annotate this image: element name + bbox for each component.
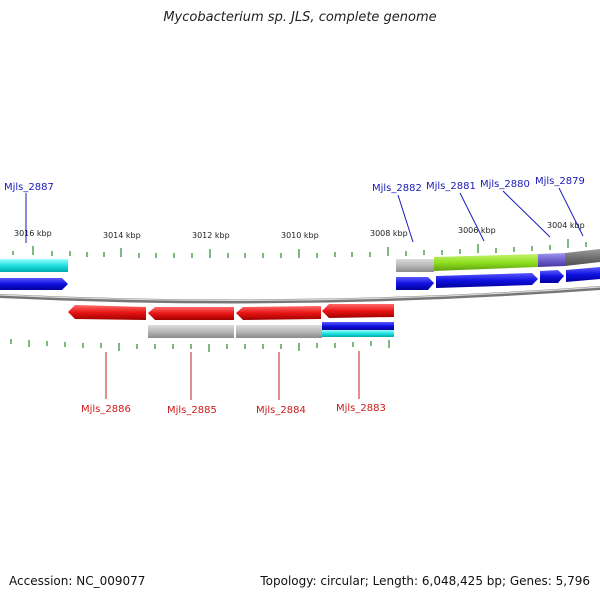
gene-arrow-mjls-2883 [322, 304, 394, 318]
upper-scale-ticks [12, 239, 587, 258]
gene-label[interactable]: Mjls_2886 [81, 404, 131, 415]
reverse-gene-track [68, 304, 394, 320]
gene-arrow-mjls-2887 [0, 278, 68, 290]
genome-backbone [0, 286, 600, 304]
gene-arrow-mjls-2880 [540, 270, 564, 283]
gene-label[interactable]: Mjls_2883 [336, 403, 386, 414]
lower-feature-track [148, 322, 394, 338]
gene-label[interactable]: Mjls_2885 [167, 405, 217, 416]
top-gene-labels: Mjls_2887 Mjls_2882 Mjls_2881 Mjls_2880 … [4, 176, 585, 194]
gene-arrow-mjls-2886 [68, 305, 146, 320]
gene-arrow-mjls-2879 [566, 267, 600, 282]
scale-label: 3006 kbp [458, 226, 496, 235]
bottom-gene-labels: Mjls_2886 Mjls_2885 Mjls_2884 Mjls_2883 [81, 403, 386, 416]
gene-label[interactable]: Mjls_2884 [256, 405, 306, 416]
gray-feature-2 [236, 325, 322, 338]
gene-arrow-mjls-2884 [236, 306, 321, 320]
lower-scale-ticks [10, 339, 390, 352]
gene-label[interactable]: Mjls_2880 [480, 179, 530, 190]
gray-feature-1 [148, 325, 234, 338]
scale-label: 3016 kbp [14, 229, 52, 238]
green-feature [434, 254, 538, 271]
cyan-feature [322, 330, 394, 337]
cyan-feature-left [0, 259, 68, 272]
bottom-leader-lines [105, 351, 360, 400]
forward-gene-track [0, 267, 600, 290]
gene-label[interactable]: Mjls_2882 [372, 183, 422, 194]
gray-feature-right [396, 259, 434, 272]
scale-label: 3014 kbp [103, 231, 141, 240]
gene-label[interactable]: Mjls_2879 [535, 176, 585, 187]
upper-feature-track [0, 249, 600, 272]
scale-label: 3008 kbp [370, 229, 408, 238]
page-title: Mycobacterium sp. JLS, complete genome [163, 10, 437, 25]
purple-feature [538, 253, 565, 267]
genome-backbone-highlight [0, 286, 600, 302]
blue-feature [322, 322, 394, 330]
gene-arrow-mjls-2885 [148, 307, 234, 320]
gene-arrow-mjls-2881 [436, 273, 538, 288]
gene-arrow-mjls-2882 [396, 277, 434, 290]
scale-label: 3010 kbp [281, 231, 319, 240]
scale-labels: 3016 kbp 3014 kbp 3012 kbp 3010 kbp 3008… [14, 221, 585, 240]
scale-label: 3012 kbp [192, 231, 230, 240]
dark-feature [565, 249, 600, 266]
scale-label: 3004 kbp [547, 221, 585, 230]
genome-info-text: Topology: circular; Length: 6,048,425 bp… [260, 574, 590, 588]
gene-label[interactable]: Mjls_2887 [4, 182, 54, 193]
gene-label[interactable]: Mjls_2881 [426, 181, 476, 192]
top-leader-lines [25, 187, 584, 243]
accession-text: Accession: NC_009077 [9, 574, 146, 588]
